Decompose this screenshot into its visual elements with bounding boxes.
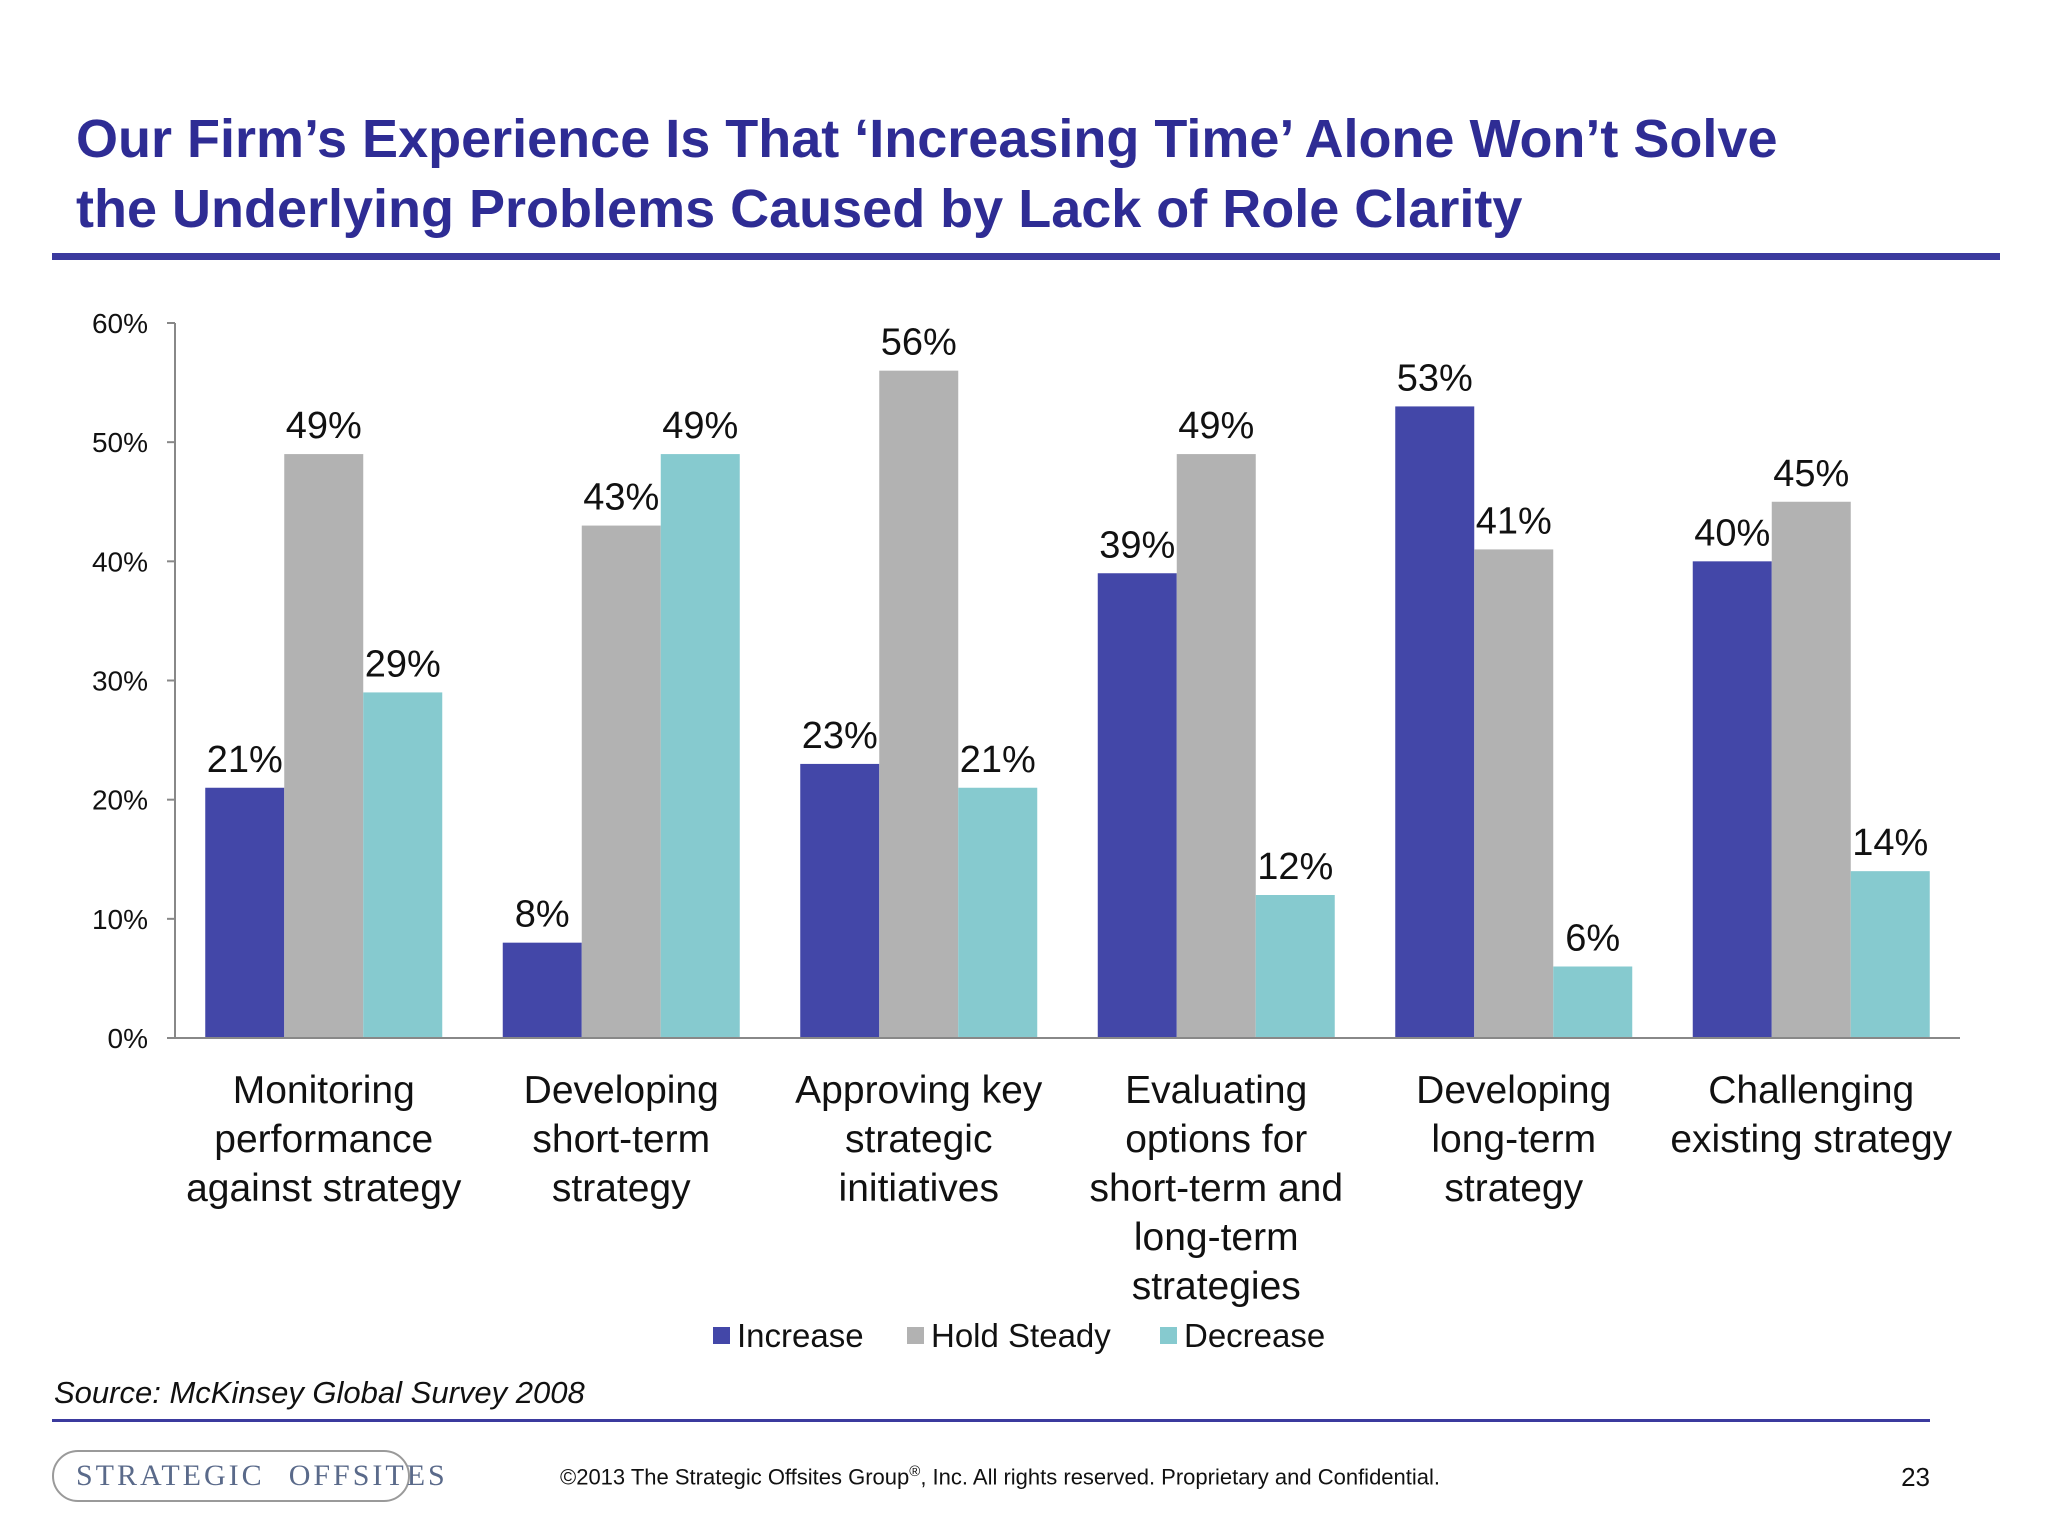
x-tick-label-line: Developing: [524, 1069, 719, 1112]
data-label: 21%: [960, 739, 1036, 781]
x-tick-label: Developing short-term strategy: [524, 1069, 719, 1210]
x-tick-label-line: Monitoring: [233, 1069, 415, 1112]
data-label: 56%: [881, 322, 957, 364]
x-tick-label: Developing long-term strategy: [1416, 1069, 1611, 1210]
legend-label: Hold Steady: [931, 1317, 1111, 1354]
x-tick-label-line: short-term: [532, 1118, 710, 1161]
bar: [1692, 561, 1772, 1038]
x-tick-label-line: long-term: [1431, 1118, 1596, 1161]
bar: [660, 454, 740, 1038]
legend-swatch: [1160, 1327, 1177, 1344]
x-tick-label: Evaluating options for short-term and long-…: [1089, 1069, 1343, 1308]
bar: [1553, 966, 1633, 1038]
legend-label: Increase: [737, 1317, 864, 1354]
bar: [1395, 406, 1475, 1039]
data-label: 8%: [515, 894, 570, 936]
data-label: 6%: [1565, 918, 1620, 960]
data-label: 29%: [365, 643, 441, 685]
legend-swatch: [907, 1327, 924, 1344]
y-tick-label: 40%: [92, 546, 148, 577]
x-tick-label-line: performance: [214, 1118, 433, 1161]
logo-word-2: OFFSITES: [288, 1459, 448, 1492]
data-label: 21%: [207, 739, 283, 781]
data-label: 40%: [1694, 512, 1770, 554]
bar: [205, 787, 285, 1038]
x-tick-label-line: existing strategy: [1670, 1118, 1952, 1161]
x-tick-label-line: strategy: [552, 1167, 691, 1210]
copyright-notice: ©2013 The Strategic Offsites Group®, Inc…: [560, 1463, 1440, 1490]
title-line-2: the Underlying Problems Caused by Lack o…: [76, 179, 1523, 239]
bar: [1097, 573, 1177, 1038]
bar: [1771, 501, 1851, 1038]
registered-mark: ®: [909, 1463, 921, 1480]
x-tick-label: Monitoring performance against strategy: [186, 1069, 462, 1210]
data-label: 41%: [1476, 500, 1552, 542]
data-label: 23%: [802, 715, 878, 757]
data-label: 49%: [1178, 405, 1254, 447]
slide-title: Our Firm’s Experience Is That ‘Increasin…: [76, 104, 1976, 244]
data-label: 39%: [1099, 524, 1175, 566]
title-line-1: Our Firm’s Experience Is That ‘Increasin…: [76, 109, 1778, 169]
x-tick-label-line: strategy: [1444, 1167, 1583, 1210]
legend-label: Decrease: [1184, 1317, 1325, 1354]
bar: [1850, 871, 1930, 1038]
x-tick-label: Approving key strategic initiatives: [795, 1069, 1043, 1210]
bar: [1474, 549, 1554, 1038]
x-tick-label-line: Evaluating: [1125, 1069, 1307, 1112]
page-number: 23: [1901, 1462, 1930, 1492]
x-tick-label-line: strategic: [845, 1118, 992, 1161]
x-tick-label-line: against strategy: [186, 1167, 462, 1210]
y-tick-label: 30%: [92, 666, 148, 697]
x-tick-label-line: options for: [1125, 1118, 1307, 1161]
data-label: 12%: [1257, 846, 1333, 888]
logo-word-1: STRATEGIC: [76, 1459, 265, 1492]
data-label: 49%: [662, 405, 738, 447]
copyright-rest: , Inc. All rights reserved. Proprietary …: [920, 1464, 1441, 1490]
x-tick-label-line: strategies: [1132, 1265, 1301, 1308]
bar: [800, 763, 880, 1038]
y-tick-label: 0%: [108, 1023, 148, 1054]
title-divider: [52, 253, 2000, 260]
x-tick-label-line: long-term: [1134, 1216, 1299, 1259]
company-logo: STRATEGIC OFFSITES: [52, 1450, 445, 1502]
legend-swatch: [713, 1327, 730, 1344]
data-label: 49%: [286, 405, 362, 447]
data-label: 43%: [583, 477, 659, 519]
bar: [284, 454, 364, 1038]
copyright-text: ©2013 The Strategic Offsites Group: [560, 1464, 910, 1490]
x-tick-label-line: Developing: [1416, 1069, 1611, 1112]
data-label: 14%: [1852, 822, 1928, 864]
x-tick-label: Challenging existing strategy: [1670, 1069, 1952, 1161]
bar: [1255, 895, 1335, 1038]
x-tick-label-line: initiatives: [839, 1167, 999, 1210]
bar: [581, 525, 661, 1038]
y-tick-label: 10%: [92, 904, 148, 935]
y-tick-label: 50%: [92, 427, 148, 458]
bar: [363, 692, 443, 1038]
source-note: Source: McKinsey Global Survey 2008: [54, 1375, 585, 1410]
data-label: 53%: [1397, 357, 1473, 399]
bar: [879, 370, 959, 1039]
y-tick-label: 20%: [92, 785, 148, 816]
bar: [502, 942, 582, 1038]
footer-divider: [52, 1419, 1930, 1422]
bar: [958, 787, 1038, 1038]
x-tick-label-line: Challenging: [1708, 1069, 1914, 1112]
data-label: 45%: [1773, 453, 1849, 495]
y-tick-label: 60%: [92, 308, 148, 339]
x-tick-label-line: Approving key: [795, 1069, 1043, 1112]
bar: [1176, 454, 1256, 1038]
x-tick-label-line: short-term and: [1089, 1167, 1343, 1210]
